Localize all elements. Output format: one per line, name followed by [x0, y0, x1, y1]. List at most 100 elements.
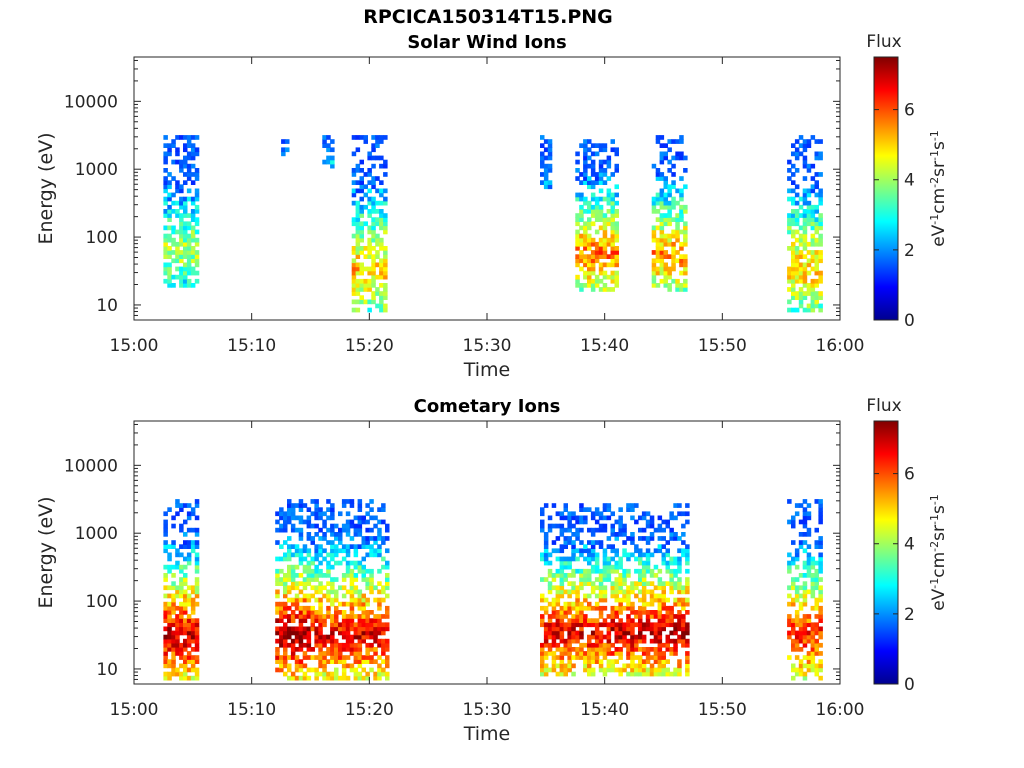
spectrogram-cell: [167, 266, 172, 272]
spectrogram-cell: [369, 585, 374, 591]
spectrogram-cell: [365, 655, 370, 660]
spectrogram-cell: [345, 532, 351, 537]
spectrogram-cell: [163, 544, 168, 549]
spectrogram-cell: [341, 675, 347, 681]
spectrogram-cell: [559, 667, 565, 673]
spectrogram-cell: [571, 647, 576, 652]
spectrogram-cell: [806, 634, 812, 640]
spectrogram-cell: [787, 655, 792, 660]
spectrogram-cell: [798, 241, 804, 247]
spectrogram-cell: [559, 544, 565, 549]
spectrogram-cell: [806, 556, 812, 562]
spectrogram-cell: [794, 638, 800, 644]
spectrogram-cell: [349, 667, 355, 673]
spectrogram-cell: [659, 229, 665, 235]
spectrogram-cell: [326, 540, 331, 545]
spectrogram-cell: [167, 233, 172, 239]
spectrogram-cell: [175, 593, 180, 599]
spectrogram-cell: [377, 667, 382, 673]
spectrogram-cell: [175, 246, 180, 251]
spectrogram-cell: [381, 651, 386, 656]
spectrogram-cell: [294, 552, 300, 558]
spectrogram-cell: [334, 589, 339, 595]
spectrogram-cell: [345, 642, 351, 648]
spectrogram-cell: [559, 626, 565, 632]
colorbar-tick-label: 6: [904, 101, 915, 121]
spectrogram-cell: [306, 593, 312, 599]
spectrogram-cell: [791, 581, 796, 586]
spectrogram-cell: [355, 221, 361, 227]
spectrogram-cell: [575, 655, 580, 660]
spectrogram-cell: [594, 618, 600, 623]
spectrogram-cell: [179, 221, 184, 227]
spectrogram-cell: [575, 196, 580, 202]
spectrogram-cell: [641, 659, 647, 664]
spectrogram-cell: [802, 155, 808, 161]
spectrogram-cell: [671, 266, 676, 272]
spectrogram-cell: [294, 626, 300, 632]
spectrogram-cell: [655, 168, 661, 173]
spectrogram-cell: [818, 307, 823, 313]
spectrogram-cell: [163, 511, 168, 517]
spectrogram-cell: [369, 626, 374, 632]
spectrogram-cell: [547, 589, 553, 595]
spectrogram-cell: [163, 614, 168, 619]
spectrogram-cell: [587, 605, 592, 611]
y-axis-label: Energy (eV): [35, 496, 57, 608]
spectrogram-cell: [645, 581, 651, 586]
spectrogram-cell: [602, 274, 608, 280]
spectrogram-cell: [298, 556, 304, 562]
spectrogram-cell: [669, 527, 674, 533]
spectrogram-cell: [806, 168, 812, 173]
spectrogram-cell: [590, 168, 596, 173]
spectrogram-cell: [171, 655, 176, 660]
spectrogram-cell: [810, 135, 816, 140]
spectrogram-cell: [351, 217, 357, 222]
spectrogram-cell: [355, 163, 361, 169]
spectrogram-cell: [791, 172, 796, 177]
spectrogram-cell: [334, 560, 339, 566]
spectrogram-cell: [275, 601, 280, 607]
spectrogram-cell: [579, 266, 584, 272]
spectrogram-cell: [163, 548, 168, 554]
spectrogram-cell: [338, 540, 343, 545]
spectrogram-cell: [814, 155, 819, 161]
spectrogram-cell: [314, 523, 319, 529]
spectrogram-cell: [322, 548, 327, 554]
spectrogram-cell: [186, 638, 192, 644]
spectrogram-cell: [361, 622, 366, 628]
spectrogram-cell: [355, 283, 361, 288]
spectrogram-cell: [183, 241, 188, 247]
spectrogram-cell: [618, 597, 623, 603]
spectrogram-cell: [326, 499, 331, 504]
spectrogram-cell: [163, 532, 168, 537]
spectrogram-cell: [190, 605, 196, 611]
spectrogram-cell: [655, 258, 661, 264]
spectrogram-cell: [641, 601, 647, 607]
spectrogram-cell: [540, 163, 545, 169]
spectrogram-cell: [787, 274, 792, 280]
spectrogram-cell: [186, 155, 192, 161]
spectrogram-cell: [379, 262, 384, 268]
spectrogram-cell: [322, 159, 327, 165]
spectrogram-cell: [275, 573, 280, 578]
spectrogram-cell: [657, 671, 663, 677]
spectrogram-cell: [275, 568, 280, 574]
spectrogram-cell: [357, 626, 363, 632]
spectrogram-cell: [371, 266, 376, 272]
spectrogram-cell: [310, 577, 315, 582]
spectrogram-cell: [649, 626, 655, 632]
spectrogram-cell: [810, 221, 816, 227]
spectrogram-cell: [361, 593, 366, 599]
spectrogram-cell: [330, 585, 335, 591]
spectrogram-cell: [681, 532, 686, 537]
spectrogram-cell: [583, 548, 588, 554]
spectrogram-cell: [287, 536, 292, 541]
spectrogram-cell: [563, 601, 568, 607]
spectrogram-cell: [679, 241, 684, 247]
spectrogram-cell: [379, 307, 384, 313]
spectrogram-cell: [283, 630, 288, 636]
spectrogram-cell: [186, 196, 192, 202]
spectrogram-cell: [651, 266, 657, 272]
spectrogram-cell: [810, 163, 816, 169]
